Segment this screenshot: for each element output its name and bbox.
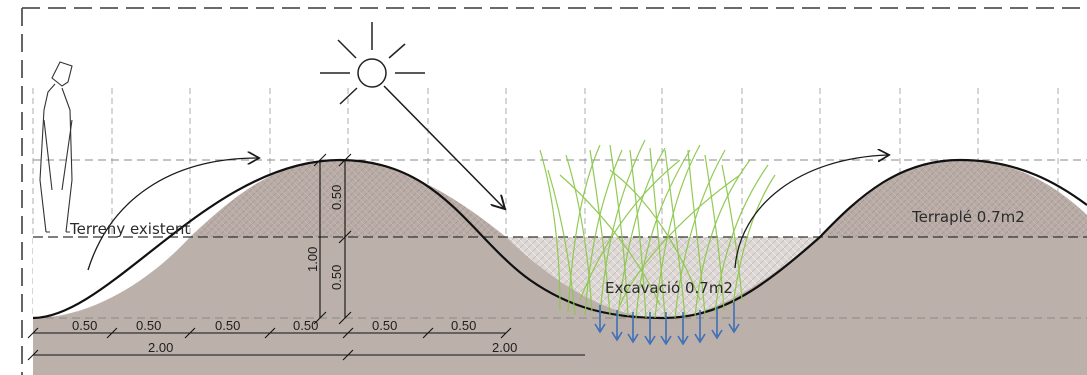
- flow-arrow-icon: [734, 155, 888, 269]
- drainage-arrow-icon: [594, 302, 740, 346]
- dim-segment: 0.50: [372, 318, 397, 333]
- dim-vertical-lower: 0.50: [329, 265, 344, 290]
- flow-arrow-icon: [87, 158, 258, 271]
- dim-segment: 0.50: [215, 318, 240, 333]
- left-void: [33, 237, 190, 318]
- dim-segment: 0.50: [293, 318, 318, 333]
- existing-ground-label: Terreny existent: [69, 220, 190, 238]
- dim-segment: 0.50: [136, 318, 161, 333]
- vertical-dimension: [313, 153, 352, 325]
- embankment-mound-2: [820, 160, 1087, 237]
- terrain-profile: [32, 158, 1087, 320]
- dim-segment: 0.50: [72, 318, 97, 333]
- dim-total: 2.00: [148, 340, 173, 355]
- embankment-label: Terraplé 0.7m2: [911, 208, 1025, 226]
- horizontal-segment-labels: 0.50 0.50 0.50 0.50 0.50 0.50 2.00 2.00: [72, 318, 517, 355]
- outer-frame: [21, 7, 1087, 375]
- sun-icon: [320, 22, 425, 105]
- dim-total: 2.00: [492, 340, 517, 355]
- person-silhouette-icon: [39, 61, 73, 233]
- grass-icon: [539, 139, 776, 319]
- horizontal-dimensions: [27, 327, 585, 361]
- dim-vertical-upper: 0.50: [329, 185, 344, 210]
- embankment-mound-1: [190, 160, 506, 237]
- dim-vertical-total: 1.00: [305, 247, 320, 272]
- dim-segment: 0.50: [451, 318, 476, 333]
- sun-ray-arrow-icon: [383, 85, 504, 208]
- excavation-label: Excavació 0.7m2: [605, 279, 733, 297]
